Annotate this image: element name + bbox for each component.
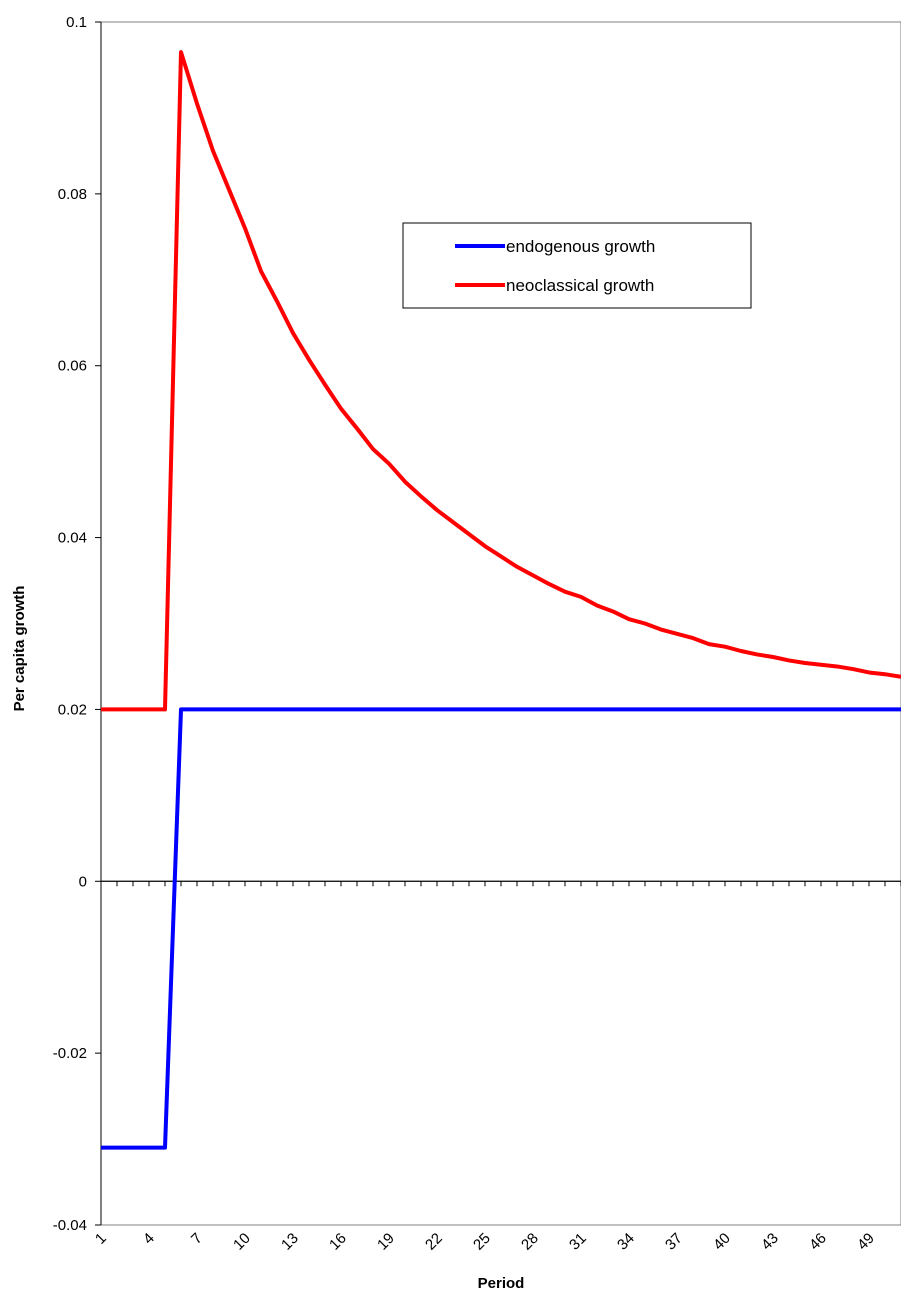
legend: endogenous growth neoclassical growth [402, 222, 752, 309]
x-tick-label: 34 [614, 1230, 638, 1254]
y-tick-label: 0.02 [58, 701, 87, 718]
y-tick-label: 0 [79, 873, 87, 890]
x-tick-label: 1 [92, 1230, 110, 1248]
x-tick-label: 37 [662, 1230, 686, 1254]
series-layer [101, 50, 901, 1150]
x-tick-label: 46 [806, 1230, 830, 1254]
x-axis: 1 4 7 10 13 16 19 22 25 28 31 34 37 40 43 46 49 [92, 880, 901, 1254]
x-axis-title: Period [478, 1275, 525, 1292]
x-tick-label: 4 [140, 1230, 158, 1248]
plot-area [101, 21, 901, 1226]
series-line-neoclassical-growth [101, 50, 901, 712]
x-tick-label: 10 [230, 1230, 254, 1254]
y-axis-title: Per capita growth [11, 586, 28, 712]
x-tick-label: 40 [710, 1230, 734, 1254]
x-tick-label: 22 [422, 1230, 446, 1254]
legend-label-endogenous-growth: endogenous growth [506, 237, 655, 256]
legend-label-neoclassical-growth: neoclassical growth [506, 276, 654, 295]
x-tick-label: 43 [758, 1230, 782, 1254]
x-tick-label: 19 [374, 1230, 398, 1254]
x-tick-label: 49 [854, 1230, 878, 1254]
y-tick-label: 0.1 [66, 14, 87, 31]
x-tick-label: 13 [278, 1230, 302, 1254]
x-tick-label: 28 [518, 1230, 542, 1254]
x-tick-label: 16 [326, 1230, 350, 1254]
y-tick-label: -0.04 [53, 1217, 87, 1234]
y-axis: -0.04 -0.02 0 0.02 0.04 0.06 0.08 0.1 [53, 14, 102, 1234]
legend-box [402, 222, 752, 309]
y-tick-label: 0.04 [58, 530, 87, 547]
series-line-endogenous-growth [101, 707, 901, 1150]
y-tick-label: -0.02 [53, 1045, 87, 1062]
x-tick-label: 25 [470, 1230, 494, 1254]
y-tick-label: 0.06 [58, 358, 87, 375]
y-tick-label: 0.08 [58, 186, 87, 203]
x-tick-label: 31 [566, 1230, 590, 1254]
x-tick-label: 7 [188, 1230, 206, 1248]
